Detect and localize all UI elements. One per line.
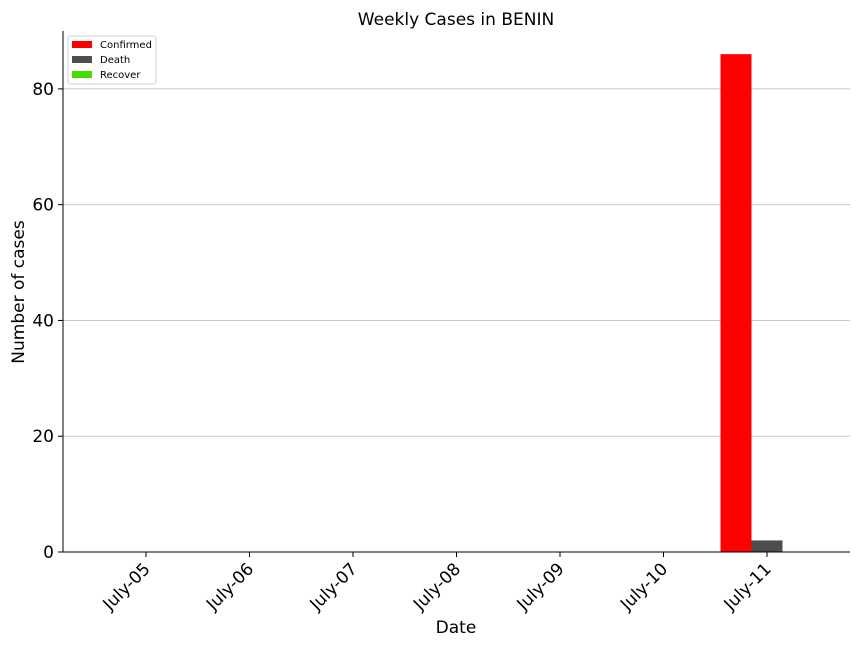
- x-tick-label: July-07: [306, 559, 362, 615]
- x-ticks: July-05 July-06 July-07 July-08 July-09 July-…: [99, 552, 776, 615]
- legend-label-recover: Recover: [100, 70, 141, 81]
- legend-swatch-recover: [72, 71, 92, 78]
- legend-swatch-confirmed: [72, 41, 92, 48]
- x-tick-label: July-08: [409, 559, 465, 615]
- legend-label-death: Death: [100, 55, 130, 66]
- y-tick-label: 80: [32, 80, 54, 100]
- legend-swatch-death: [72, 56, 92, 63]
- y-ticks: 0 20 40 60 80: [32, 80, 63, 563]
- x-tick-label: July-06: [202, 559, 258, 615]
- gridlines: [63, 88, 850, 437]
- x-tick-label: July-10: [616, 559, 672, 615]
- y-tick-label: 60: [32, 196, 54, 216]
- x-tick-label: July-05: [99, 559, 155, 615]
- y-tick-label: 40: [32, 311, 54, 331]
- bar-death-july-11: [751, 540, 783, 552]
- x-tick-label: July-11: [720, 559, 776, 615]
- bar-confirmed-july-11: [720, 54, 752, 553]
- chart-title: Weekly Cases in BENIN: [358, 10, 554, 30]
- y-axis-label: Number of cases: [9, 220, 29, 364]
- legend: Confirmed Death Recover: [67, 35, 157, 85]
- x-axis-label: Date: [436, 618, 477, 638]
- legend-label-confirmed: Confirmed: [100, 40, 152, 51]
- y-tick-label: 0: [43, 543, 54, 563]
- y-tick-label: 20: [32, 427, 54, 447]
- bars: [720, 54, 783, 553]
- x-tick-label: July-09: [513, 559, 569, 615]
